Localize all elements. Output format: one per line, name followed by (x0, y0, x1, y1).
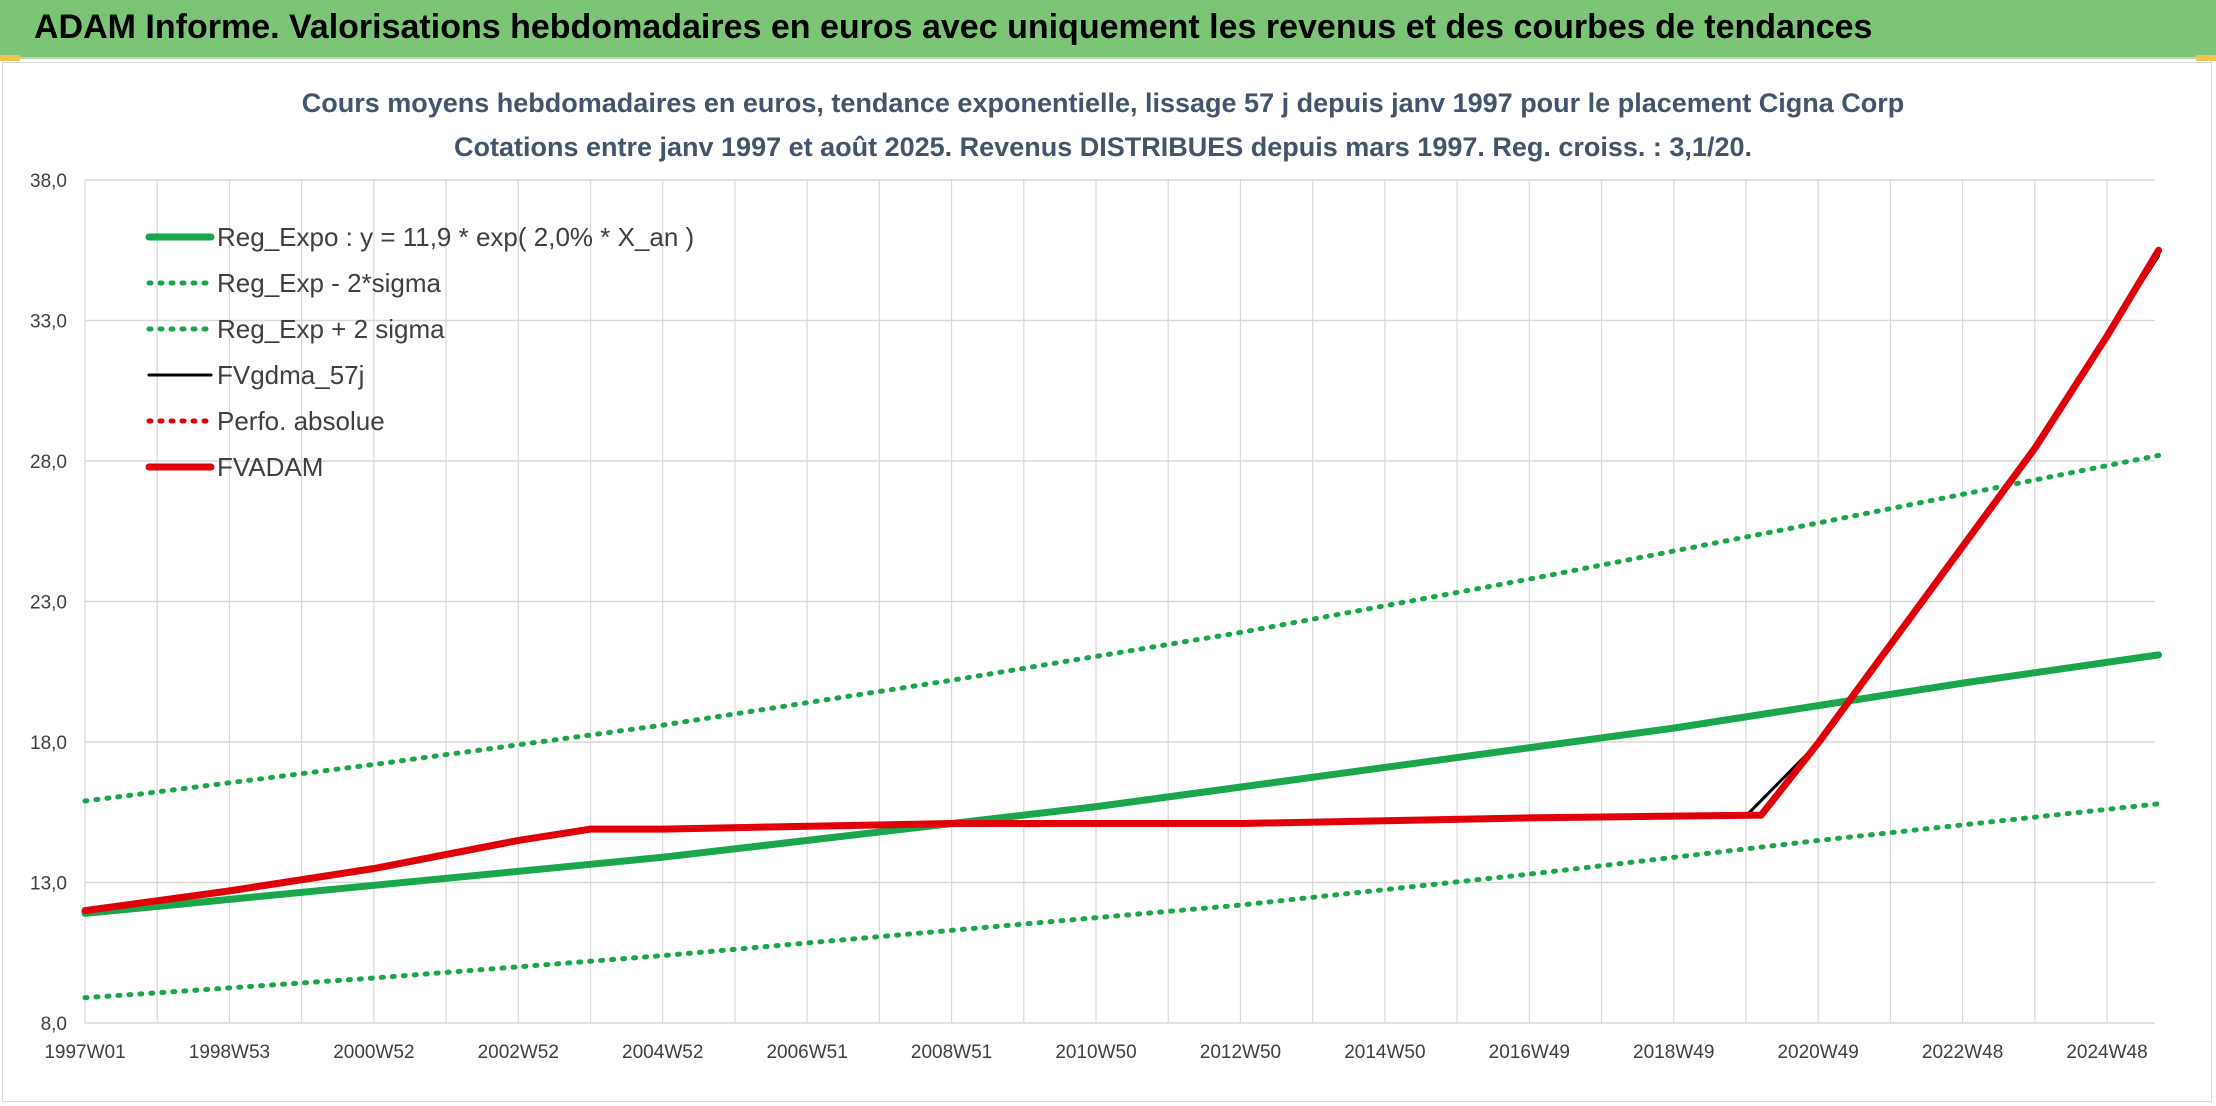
corner-mark-right (2196, 55, 2216, 61)
page-title: ADAM Informe. Valorisations hebdomadaire… (34, 8, 1873, 46)
y-tick-label: 33,0 (30, 312, 67, 333)
series-line-5 (82, 247, 2162, 914)
x-tick-label: 2022W48 (1922, 1042, 2003, 1063)
x-tick-label: 1997W01 (44, 1042, 125, 1063)
legend: Reg_Expo : y = 11,9 * exp( 2,0% * X_an )… (145, 222, 694, 482)
y-tick-label: 18,0 (30, 733, 67, 754)
series-line-1 (81, 651, 2163, 917)
y-tick-label: 8,0 (41, 1014, 67, 1035)
y-tick-label: 38,0 (30, 171, 67, 192)
x-tick-label: 2010W50 (1055, 1042, 1136, 1063)
chart-subtitle: Cotations entre janv 1997 et août 2025. … (454, 132, 1752, 162)
x-tick-label: 2002W52 (478, 1042, 559, 1063)
x-tick-label: 2012W50 (1200, 1042, 1281, 1063)
x-tick-label: 2008W51 (911, 1042, 992, 1063)
series-lines (81, 246, 2163, 1001)
series-line-6 (81, 246, 2163, 915)
series-line-4 (83, 254, 2161, 913)
legend-label: Reg_Exp + 2 sigma (217, 314, 445, 344)
legend-label: Reg_Exp - 2*sigma (217, 268, 442, 298)
x-tick-label: 2014W50 (1344, 1042, 1425, 1063)
x-tick-label: 2004W52 (622, 1042, 703, 1063)
y-tick-label: 23,0 (30, 593, 67, 614)
legend-label: FVgdma_57j (217, 360, 364, 390)
x-tick-label: 2024W48 (2066, 1042, 2147, 1063)
x-tick-label: 2000W52 (333, 1042, 414, 1063)
series-line-3 (82, 452, 2162, 804)
legend-label: FVADAM (217, 452, 323, 482)
x-tick-label: 1998W53 (189, 1042, 270, 1063)
y-tick-label: 13,0 (30, 874, 67, 895)
x-tick-label: 2016W49 (1489, 1042, 1570, 1063)
grid-lines (84, 179, 2155, 1024)
legend-label: Reg_Expo : y = 11,9 * exp( 2,0% * X_an ) (217, 222, 694, 252)
x-tick-label: 2018W49 (1633, 1042, 1714, 1063)
line-chart: Cours moyens hebdomadaires en euros, ten… (30, 88, 2163, 1063)
y-tick-label: 28,0 (30, 452, 67, 473)
header-bar: ADAM Informe. Valorisations hebdomadaire… (0, 0, 2216, 59)
x-tick-label: 2006W51 (766, 1042, 847, 1063)
chart-title: Cours moyens hebdomadaires en euros, ten… (302, 88, 1905, 118)
axis-labels: 8,0 13,0 18,0 23,0 28,0 33,0 38,0 1997W01 1998W5… (30, 171, 2148, 1063)
series-line-2 (82, 801, 2162, 1001)
x-tick-label: 2020W49 (1777, 1042, 1858, 1063)
legend-label: Perfo. absolue (217, 406, 385, 436)
chart-frame: Cours moyens hebdomadaires en euros, ten… (2, 62, 2212, 1102)
corner-mark-left (0, 55, 20, 61)
